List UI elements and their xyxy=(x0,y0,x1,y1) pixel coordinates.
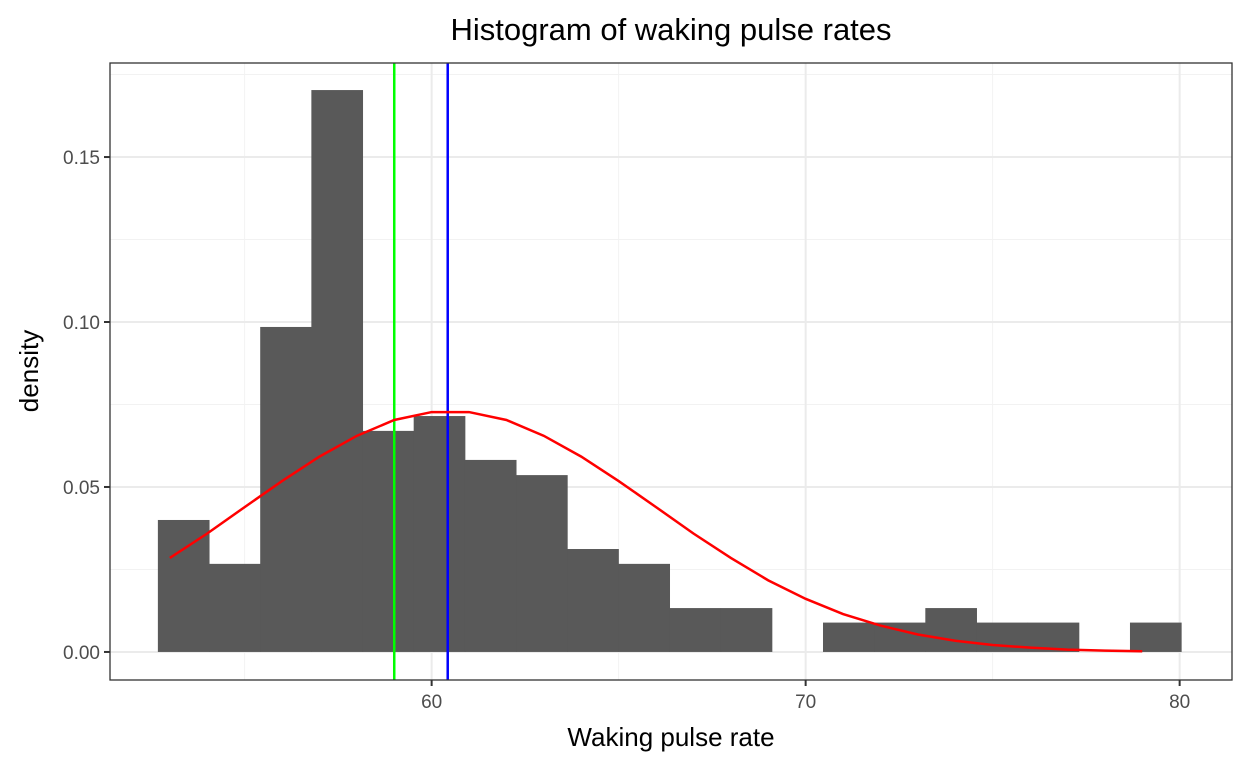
histogram-bar xyxy=(1129,622,1182,652)
histogram-bar xyxy=(516,475,568,652)
normal-density-curve xyxy=(169,410,1143,653)
histogram-bar xyxy=(567,549,619,652)
chart-title: Histogram of waking pulse rates xyxy=(450,12,891,47)
histogram-bar xyxy=(464,459,517,652)
y-tick-label: 0.15 xyxy=(63,148,100,169)
histogram-bars xyxy=(157,90,1182,652)
histogram-bar xyxy=(874,622,926,652)
x-tick-label: 80 xyxy=(1169,692,1190,713)
plot-panel xyxy=(109,62,1233,681)
histogram-bar xyxy=(311,90,364,652)
x-tick-label: 60 xyxy=(421,692,442,713)
histogram-bar xyxy=(209,563,261,652)
histogram-bar xyxy=(362,430,415,652)
x-tick-label: 70 xyxy=(795,692,816,713)
y-tick-label: 0.05 xyxy=(63,478,100,499)
histogram-bar xyxy=(720,608,773,652)
reference-lines xyxy=(392,63,449,680)
histogram-bar xyxy=(157,519,210,652)
y-tick-label: 0.00 xyxy=(63,643,100,664)
histogram-bar xyxy=(618,563,671,652)
x-axis-title: Waking pulse rate xyxy=(567,722,774,752)
y-axis: 0.00 0.05 0.10 0.15 xyxy=(63,148,110,664)
histogram-bar xyxy=(413,416,466,652)
histogram-bar xyxy=(669,608,722,652)
x-axis: 60 70 80 xyxy=(421,680,1190,713)
y-tick-label: 0.10 xyxy=(63,313,100,334)
histogram-bar xyxy=(822,622,875,652)
y-axis-title: density xyxy=(14,330,44,412)
histogram-bar xyxy=(925,608,977,652)
